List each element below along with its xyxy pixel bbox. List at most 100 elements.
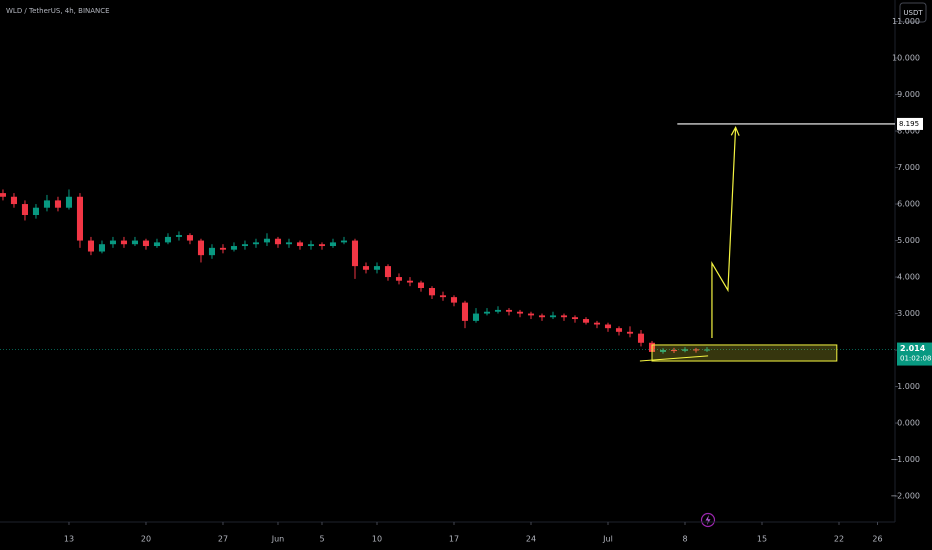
countdown: 01:02:08 xyxy=(900,355,931,363)
x-tick-label: 26 xyxy=(872,535,882,544)
event-icon[interactable] xyxy=(700,512,716,528)
candle-body xyxy=(230,246,238,250)
candle-body xyxy=(164,236,172,243)
candle-body xyxy=(450,297,458,303)
x-tick-label: 15 xyxy=(757,535,767,544)
y-tick-label: 10.000 xyxy=(892,54,920,63)
x-tick-label: Jul xyxy=(602,535,613,544)
y-tick-label: 9.000 xyxy=(897,90,920,99)
candle-body xyxy=(329,242,337,247)
candle-body xyxy=(43,200,50,208)
candle-body xyxy=(351,240,359,267)
event-icon-bolt xyxy=(705,515,711,525)
price-label: 2.014 xyxy=(900,344,926,353)
y-tick-label: 6.000 xyxy=(897,200,920,209)
candle-body xyxy=(21,204,28,216)
candle-body xyxy=(318,244,326,247)
support-line xyxy=(639,355,709,362)
candle-body xyxy=(307,244,315,247)
candle-body xyxy=(571,317,579,320)
candle-body xyxy=(274,238,282,245)
zone xyxy=(651,344,838,362)
candle-body xyxy=(87,240,94,252)
arrow xyxy=(711,127,737,339)
x-tick-label: 24 xyxy=(526,535,536,544)
candle-body xyxy=(76,196,83,241)
candle-body xyxy=(538,315,546,318)
y-tick-label: 7.000 xyxy=(897,163,920,172)
y-tick-label: 8.000 xyxy=(897,127,920,136)
candle-body xyxy=(186,235,194,241)
candle-body xyxy=(692,349,700,351)
candle-body xyxy=(252,242,260,245)
candle-body xyxy=(428,288,436,296)
candle-body xyxy=(527,313,535,316)
candle-body xyxy=(131,240,139,245)
x-tick-label: 27 xyxy=(218,535,228,544)
candle-body xyxy=(670,350,678,352)
candle-body xyxy=(153,242,161,247)
candle-body xyxy=(373,266,381,270)
candle-body xyxy=(472,313,480,321)
candle-body xyxy=(659,350,667,352)
candle-body xyxy=(296,242,304,247)
candle-body xyxy=(582,319,590,323)
candle-body xyxy=(65,196,72,208)
candle-body xyxy=(439,295,447,298)
x-tick-label: 20 xyxy=(141,535,151,544)
candle-body xyxy=(703,349,711,351)
candle-body xyxy=(219,247,227,250)
y-tick-label: 5.000 xyxy=(897,236,920,245)
candle-body xyxy=(681,349,689,351)
candle-body xyxy=(10,196,17,205)
candle-body xyxy=(54,200,61,208)
candle-body xyxy=(120,240,128,245)
arrow-head xyxy=(730,126,740,136)
x-tick-label: 8 xyxy=(682,535,687,544)
candle-body xyxy=(604,324,612,329)
candle-body xyxy=(98,244,105,252)
candle-body xyxy=(340,240,348,243)
candle-body xyxy=(505,309,513,312)
chart-title: WLD / TetherUS, 4h, BINANCE xyxy=(6,7,110,15)
candle-body xyxy=(384,266,392,278)
candle-body xyxy=(615,328,623,332)
candle-body xyxy=(549,315,557,318)
y-tick-label: 1.000 xyxy=(897,382,920,391)
target-label-box xyxy=(897,117,923,130)
candle-body xyxy=(516,311,524,314)
candle-body xyxy=(461,302,469,321)
target-label: 8.195 xyxy=(899,120,919,128)
candle-body xyxy=(263,238,271,243)
y-tick-label: 4.000 xyxy=(897,273,920,282)
candle-body xyxy=(197,240,205,256)
currency-label[interactable]: USDT xyxy=(903,9,923,17)
candle-body xyxy=(109,240,117,245)
candle-body xyxy=(142,240,150,247)
candle-body xyxy=(494,309,502,312)
y-tick-label: 11.000 xyxy=(892,17,920,26)
y-tick-label: −2.000 xyxy=(890,492,920,501)
price-label-box xyxy=(897,342,932,366)
currency-button[interactable] xyxy=(899,2,927,23)
x-tick-label: 5 xyxy=(319,535,324,544)
x-tick-label: 10 xyxy=(372,535,382,544)
x-tick-label: 22 xyxy=(834,535,844,544)
y-tick-label: −1.000 xyxy=(890,455,920,464)
x-tick-label: Jun xyxy=(271,535,285,544)
candle-body xyxy=(395,277,403,281)
candle-body xyxy=(483,311,491,314)
candle-body xyxy=(362,266,370,270)
candle-body xyxy=(175,235,183,237)
candle-body xyxy=(406,280,414,283)
candle-body xyxy=(241,244,249,247)
candle-body xyxy=(593,322,601,325)
candle-body xyxy=(285,242,293,245)
candle-body xyxy=(32,207,39,216)
candle-body xyxy=(637,333,645,343)
candle-body xyxy=(626,331,634,334)
candle-body xyxy=(0,193,6,197)
candle-body xyxy=(417,282,425,289)
